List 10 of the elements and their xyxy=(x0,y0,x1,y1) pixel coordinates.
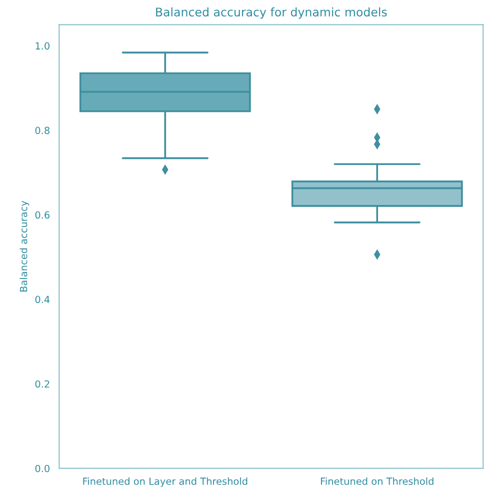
x-tick-label: Finetuned on Layer and Threshold xyxy=(83,477,248,487)
y-tick-label: 0.2 xyxy=(35,380,50,388)
y-tick-label: 0.0 xyxy=(35,464,50,472)
y-axis-title: Balanced accuracy xyxy=(20,200,30,292)
y-tick-label: 1.0 xyxy=(36,42,50,50)
y-tick-label: 0.6 xyxy=(35,211,50,219)
x-tick-label: Finetuned on Threshold xyxy=(320,477,434,485)
chart-title: Balanced accuracy for dynamic models xyxy=(156,7,387,19)
y-tick-label: 0.8 xyxy=(35,126,50,134)
y-tick-label: 0.4 xyxy=(35,296,50,304)
